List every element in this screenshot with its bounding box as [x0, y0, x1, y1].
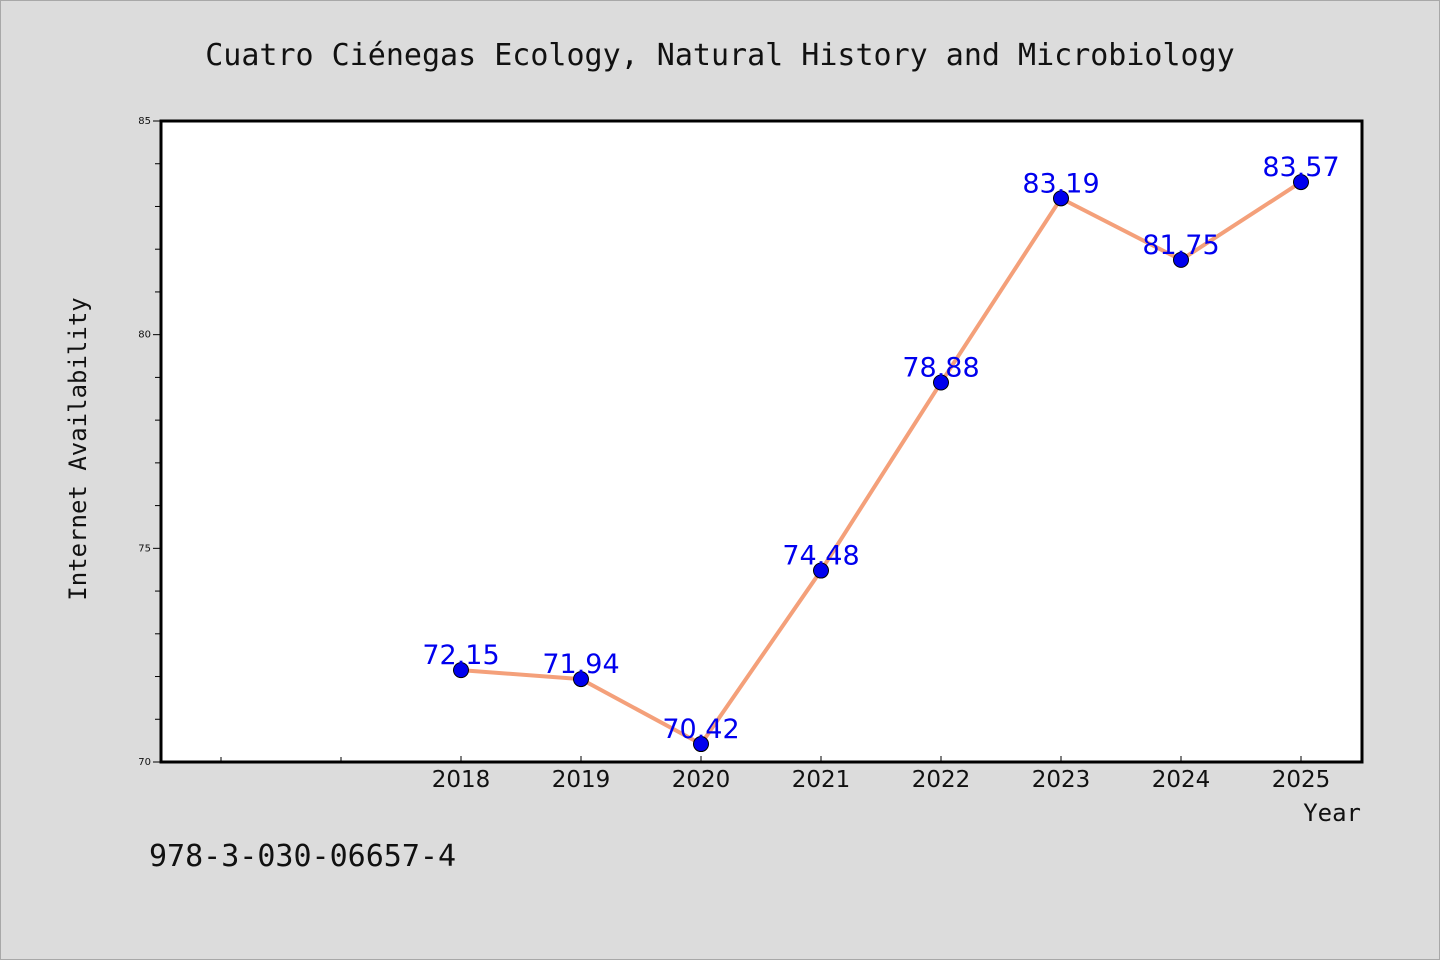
- x-axis-title: Year: [1303, 799, 1361, 827]
- data-point: [693, 736, 709, 753]
- x-tick-label: 2018: [432, 767, 491, 793]
- data-label: 83.19: [1022, 168, 1099, 199]
- data-label: 70.42: [662, 714, 739, 745]
- series-line: [459, 180, 1303, 747]
- y-tick-label: 75: [138, 543, 151, 554]
- y-tick-label: 70: [138, 757, 151, 768]
- data-point: [453, 662, 469, 679]
- data-point: [933, 374, 949, 391]
- x-tick-label: 2022: [912, 767, 971, 793]
- data-point: [1293, 174, 1309, 191]
- x-tick-label: 2021: [792, 767, 851, 793]
- data-label: 71.94: [542, 649, 619, 680]
- y-tick-label: 85: [138, 116, 151, 127]
- data-label: 72.15: [422, 640, 499, 671]
- x-tick-label: 2023: [1032, 767, 1091, 793]
- data-point: [1173, 251, 1189, 268]
- chart-title: Cuatro Ciénegas Ecology, Natural History…: [205, 38, 1235, 73]
- data-label: 78.88: [902, 353, 979, 384]
- y-axis-title: Internet Availability: [64, 297, 92, 600]
- data-label: 81.75: [1142, 230, 1219, 261]
- y-axis: 70 75 80 85: [138, 116, 161, 768]
- data-label-layer: 72.15 71.94 70.42 74.48 78.88 83.19 81.75 83.57: [422, 152, 1339, 745]
- data-point: [813, 562, 829, 579]
- y-tick-label: 80: [138, 330, 151, 341]
- isbn-footer: 978-3-030-06657-4: [149, 839, 456, 874]
- series-layer: [453, 174, 1309, 753]
- x-tick-label: 2025: [1272, 767, 1331, 793]
- data-point: [573, 671, 589, 688]
- x-axis: 2018 2019 2020 2021 2022 2023 2024 2025: [220, 756, 1331, 793]
- data-label: 83.57: [1262, 152, 1339, 183]
- x-tick-label: 2020: [672, 767, 731, 793]
- x-tick-label: 2019: [552, 767, 611, 793]
- data-point: [1053, 190, 1069, 207]
- plot-area: [159, 119, 1364, 764]
- data-label: 74.48: [782, 541, 859, 572]
- x-tick-label: 2024: [1152, 767, 1211, 793]
